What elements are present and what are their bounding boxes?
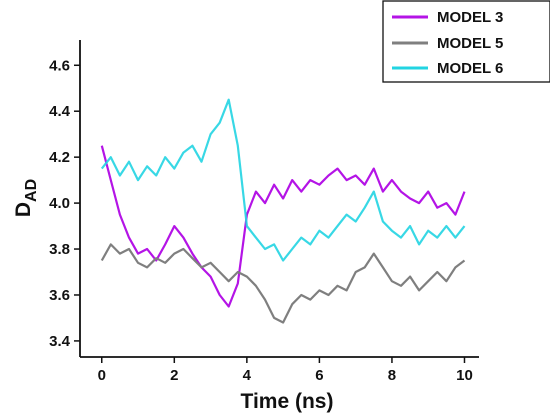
y-tick-label: 4.0 (49, 195, 70, 212)
series-line-model-6 (100, 98, 466, 262)
y-tick-label: 3.8 (49, 241, 70, 258)
series-line-model-3 (100, 145, 466, 308)
x-tick-label: 4 (243, 367, 252, 384)
x-tick-label: 6 (315, 367, 323, 384)
y-tick-label: 4.4 (49, 103, 71, 120)
x-tick-label: 2 (170, 367, 178, 384)
legend-label-model-6: MODEL 6 (437, 60, 503, 77)
y-tick-label: 4.6 (49, 57, 70, 74)
y-axis-title: DAD (12, 179, 40, 217)
y-ticks: 3.4 3.6 3.8 4.0 4.2 4.4 4.6 (49, 57, 80, 350)
x-ticks: 0 2 4 6 8 10 (98, 357, 473, 384)
series-layer (100, 98, 466, 324)
axis-frame (79, 40, 479, 358)
y-axis-title-main: D (12, 202, 35, 217)
x-axis-title: Time (ns) (241, 390, 334, 413)
x-tick-label: 10 (456, 367, 473, 384)
series-line-model-5 (100, 243, 466, 324)
y-axis-title-subscript: AD (23, 179, 40, 202)
legend: MODEL 3 MODEL 5 MODEL 6 (382, 0, 550, 83)
x-tick-label: 0 (98, 367, 106, 384)
x-tick-label: 8 (388, 367, 396, 384)
y-tick-label: 3.4 (49, 333, 71, 350)
legend-label-model-3: MODEL 3 (437, 9, 503, 26)
legend-label-model-5: MODEL 5 (437, 35, 503, 52)
y-tick-label: 3.6 (49, 287, 70, 304)
y-tick-label: 4.2 (49, 149, 70, 166)
